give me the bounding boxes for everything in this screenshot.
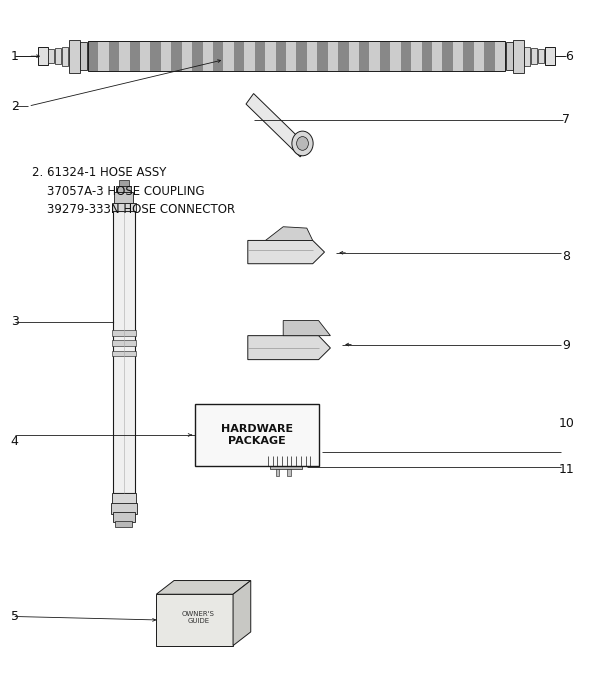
Bar <box>48 49 54 63</box>
Bar <box>112 351 136 356</box>
Bar <box>109 41 119 71</box>
Text: 37057A-3 HOSE COUPLING: 37057A-3 HOSE COUPLING <box>32 185 205 198</box>
Text: 7: 7 <box>562 114 571 126</box>
Text: 10: 10 <box>559 417 574 429</box>
Polygon shape <box>246 94 308 157</box>
Bar <box>349 41 359 71</box>
Bar <box>114 192 133 203</box>
Bar <box>80 42 87 70</box>
Bar <box>453 41 463 71</box>
Bar <box>442 41 453 71</box>
Bar <box>244 41 255 71</box>
Bar <box>112 330 136 336</box>
Bar <box>286 41 296 71</box>
Bar <box>112 493 136 504</box>
Text: 6: 6 <box>565 50 573 62</box>
Bar <box>99 41 109 71</box>
Polygon shape <box>248 336 330 360</box>
Bar <box>338 41 349 71</box>
Bar <box>463 41 474 71</box>
Text: 1: 1 <box>11 50 19 62</box>
Bar <box>513 40 524 73</box>
Bar <box>276 41 286 71</box>
Bar <box>255 41 265 71</box>
Text: 4: 4 <box>11 436 19 448</box>
Polygon shape <box>266 227 313 240</box>
Bar <box>328 41 338 71</box>
Bar <box>391 41 401 71</box>
Text: 9: 9 <box>562 340 571 352</box>
Text: 11: 11 <box>559 463 574 475</box>
Bar <box>359 41 369 71</box>
Bar <box>112 340 136 346</box>
Bar <box>119 41 130 71</box>
Bar <box>369 41 380 71</box>
Text: 2. 61324-1 HOSE ASSY: 2. 61324-1 HOSE ASSY <box>32 166 167 179</box>
Bar <box>474 41 484 71</box>
Bar <box>531 48 537 64</box>
Bar <box>38 47 48 65</box>
Text: OWNER'S
GUIDE: OWNER'S GUIDE <box>182 611 215 623</box>
Bar <box>150 41 161 71</box>
Bar <box>411 41 422 71</box>
Bar <box>224 41 234 71</box>
Bar <box>296 41 307 71</box>
Bar <box>380 41 391 71</box>
Bar <box>195 404 319 466</box>
Bar <box>88 41 505 71</box>
Text: 8: 8 <box>562 251 571 263</box>
Bar <box>182 41 192 71</box>
Bar <box>494 41 505 71</box>
Bar <box>130 41 140 71</box>
Text: 39279-333N HOSE CONNECTOR: 39279-333N HOSE CONNECTOR <box>32 203 235 216</box>
Bar <box>192 41 202 71</box>
Bar <box>287 469 291 476</box>
Polygon shape <box>283 321 330 336</box>
Bar <box>276 469 279 476</box>
Bar <box>161 41 171 71</box>
Bar <box>69 40 80 73</box>
Circle shape <box>297 136 309 150</box>
Text: 2: 2 <box>11 100 19 112</box>
Bar <box>506 42 513 70</box>
Polygon shape <box>233 581 251 645</box>
Bar <box>234 41 244 71</box>
Bar <box>401 41 411 71</box>
Bar <box>116 521 132 527</box>
Bar <box>171 41 182 71</box>
Bar <box>524 47 530 66</box>
Text: HARDWARE
PACKAGE: HARDWARE PACKAGE <box>221 424 293 446</box>
Polygon shape <box>248 240 324 264</box>
Bar <box>55 48 61 64</box>
Text: 3: 3 <box>11 316 19 328</box>
Bar <box>270 465 302 469</box>
Bar <box>119 180 129 186</box>
Bar <box>538 49 544 63</box>
Bar <box>116 186 132 192</box>
Bar <box>287 421 291 456</box>
Bar <box>317 41 328 71</box>
Bar <box>113 211 135 493</box>
Bar <box>88 41 99 71</box>
Bar <box>111 503 137 514</box>
Bar <box>484 41 494 71</box>
Bar <box>140 41 150 71</box>
Bar <box>62 47 68 66</box>
Polygon shape <box>156 581 251 594</box>
Bar <box>113 512 135 522</box>
Bar <box>265 41 276 71</box>
Bar <box>432 41 442 71</box>
Bar <box>202 41 213 71</box>
Bar <box>112 203 136 211</box>
Bar <box>307 41 317 71</box>
Circle shape <box>292 131 313 155</box>
Text: 5: 5 <box>11 610 19 623</box>
Bar <box>213 41 224 71</box>
Bar <box>266 449 313 456</box>
Bar <box>422 41 432 71</box>
Polygon shape <box>156 594 233 645</box>
Bar <box>545 47 555 65</box>
